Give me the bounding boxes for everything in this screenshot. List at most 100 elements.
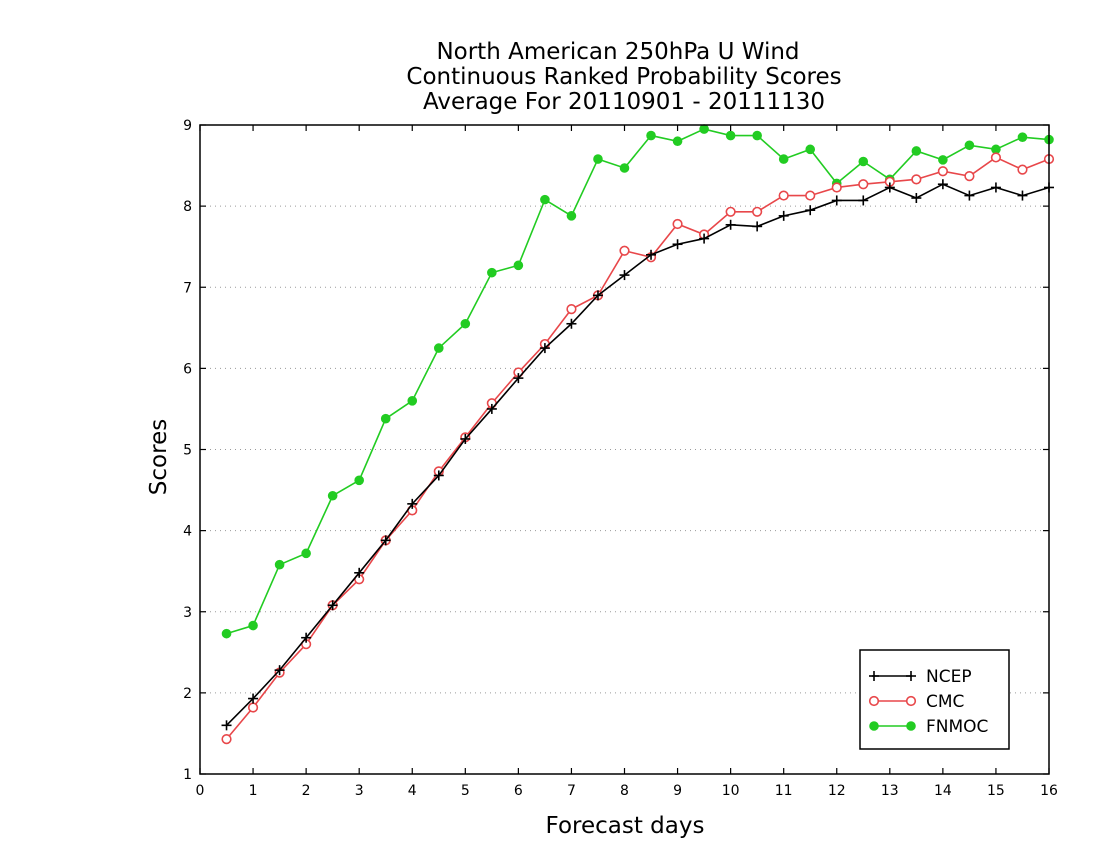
data-point-ncep <box>990 182 1001 193</box>
series-fnmoc <box>221 124 1054 639</box>
legend-marker-cmc <box>905 695 917 707</box>
x-tick-label: 9 <box>673 783 682 799</box>
series-lines <box>221 124 1055 745</box>
legend-marker-ncep <box>906 671 916 681</box>
x-tick-label: 3 <box>355 783 364 799</box>
legend-label-cmc: CMC <box>926 692 964 712</box>
series-line-ncep <box>225 183 1050 726</box>
data-point-cmc <box>937 166 948 177</box>
data-point-fnmoc <box>540 194 550 205</box>
data-point-fnmoc <box>911 146 922 156</box>
x-tick-label: 7 <box>567 783 576 799</box>
x-tick-label: 16 <box>1040 783 1058 799</box>
data-point-ncep <box>646 249 657 260</box>
legend-marker-fnmoc <box>906 721 916 731</box>
legend-label-fnmoc: FNMOC <box>926 717 988 737</box>
legend-marker-ncep <box>869 671 879 681</box>
data-point-ncep <box>619 270 630 281</box>
x-tick-label: 5 <box>461 783 470 799</box>
data-point-ncep <box>221 720 232 731</box>
data-point-ncep <box>1017 190 1028 201</box>
data-point-ncep <box>937 179 948 190</box>
data-point-fnmoc <box>778 154 789 164</box>
data-point-ncep <box>699 233 710 244</box>
x-tick-label: 13 <box>881 783 899 799</box>
data-point-fnmoc <box>301 548 311 559</box>
data-point-fnmoc <box>991 144 1001 155</box>
data-point-cmc <box>911 174 922 185</box>
data-point-ncep <box>380 535 391 546</box>
data-point-ncep <box>884 182 895 193</box>
legend: NCEP CMC FNMOC <box>859 649 1010 750</box>
x-axis-label: Forecast days <box>546 813 705 839</box>
y-tick-label: 9 <box>183 118 192 134</box>
data-point-ncep <box>301 632 312 643</box>
data-point-ncep <box>911 193 922 204</box>
data-point-ncep <box>407 498 418 509</box>
data-point-cmc <box>858 179 869 190</box>
data-point-ncep <box>486 403 497 414</box>
x-tick-label: 6 <box>514 783 523 799</box>
data-point-cmc <box>566 304 577 315</box>
data-point-ncep <box>433 470 444 481</box>
data-point-cmc <box>1017 164 1028 175</box>
data-point-fnmoc <box>752 130 762 141</box>
data-point-ncep <box>460 433 471 444</box>
data-point-ncep <box>327 600 338 611</box>
data-point-ncep <box>354 567 365 578</box>
data-point-fnmoc <box>274 559 285 570</box>
chart-title: North American 250hPa U Wind Continuous … <box>406 39 841 115</box>
data-point-ncep <box>592 290 603 301</box>
data-point-ncep <box>831 195 842 206</box>
data-point-fnmoc <box>221 628 232 639</box>
data-point-fnmoc <box>938 155 948 165</box>
data-point-cmc <box>964 171 975 182</box>
x-tick-label: 10 <box>722 783 740 799</box>
data-point-fnmoc <box>460 318 471 329</box>
data-point-fnmoc <box>725 130 736 141</box>
legend-box <box>859 649 1010 750</box>
data-point-ncep <box>566 318 577 329</box>
data-point-cmc <box>805 190 816 201</box>
data-point-ncep <box>539 343 550 354</box>
data-point-fnmoc <box>407 396 418 406</box>
data-point-ncep <box>964 190 975 201</box>
y-tick-label: 7 <box>183 280 192 296</box>
data-point-fnmoc <box>964 140 975 151</box>
chart-title-line-3: Average For 20110901 - 20111130 <box>423 89 825 115</box>
y-tick-label: 3 <box>183 605 192 621</box>
data-point-ncep <box>725 219 736 230</box>
data-point-ncep <box>672 239 683 250</box>
chart-title-line-1: North American 250hPa U Wind <box>436 39 799 65</box>
data-point-fnmoc <box>1017 132 1028 142</box>
chart-title-line-2: Continuous Ranked Probability Scores <box>406 64 841 90</box>
data-point-fnmoc <box>672 136 683 147</box>
data-point-fnmoc <box>858 156 869 167</box>
data-point-cmc <box>725 206 736 217</box>
legend-item-cmc: CMC <box>868 692 964 712</box>
x-tick-label: 8 <box>620 783 629 799</box>
data-point-cmc <box>247 702 259 713</box>
x-tick-label: 12 <box>828 783 846 799</box>
series-ncep <box>221 179 1054 731</box>
data-point-fnmoc <box>354 475 364 486</box>
legend-item-fnmoc: FNMOC <box>869 717 988 737</box>
y-tick-label: 1 <box>183 767 192 783</box>
x-tick-label: 4 <box>408 783 417 799</box>
data-point-fnmoc <box>513 260 524 271</box>
y-tick-label: 6 <box>183 361 192 377</box>
data-point-ncep <box>778 210 789 221</box>
data-point-ncep <box>513 373 524 384</box>
data-point-fnmoc <box>487 267 497 278</box>
data-point-ncep <box>274 665 285 676</box>
data-point-fnmoc <box>619 163 630 173</box>
data-point-ncep <box>248 693 259 704</box>
data-point-cmc <box>752 206 763 217</box>
x-tick-label: 0 <box>196 783 205 799</box>
x-tick-label: 11 <box>775 783 793 799</box>
legend-label-ncep: NCEP <box>926 667 972 687</box>
data-point-cmc <box>990 152 1002 163</box>
